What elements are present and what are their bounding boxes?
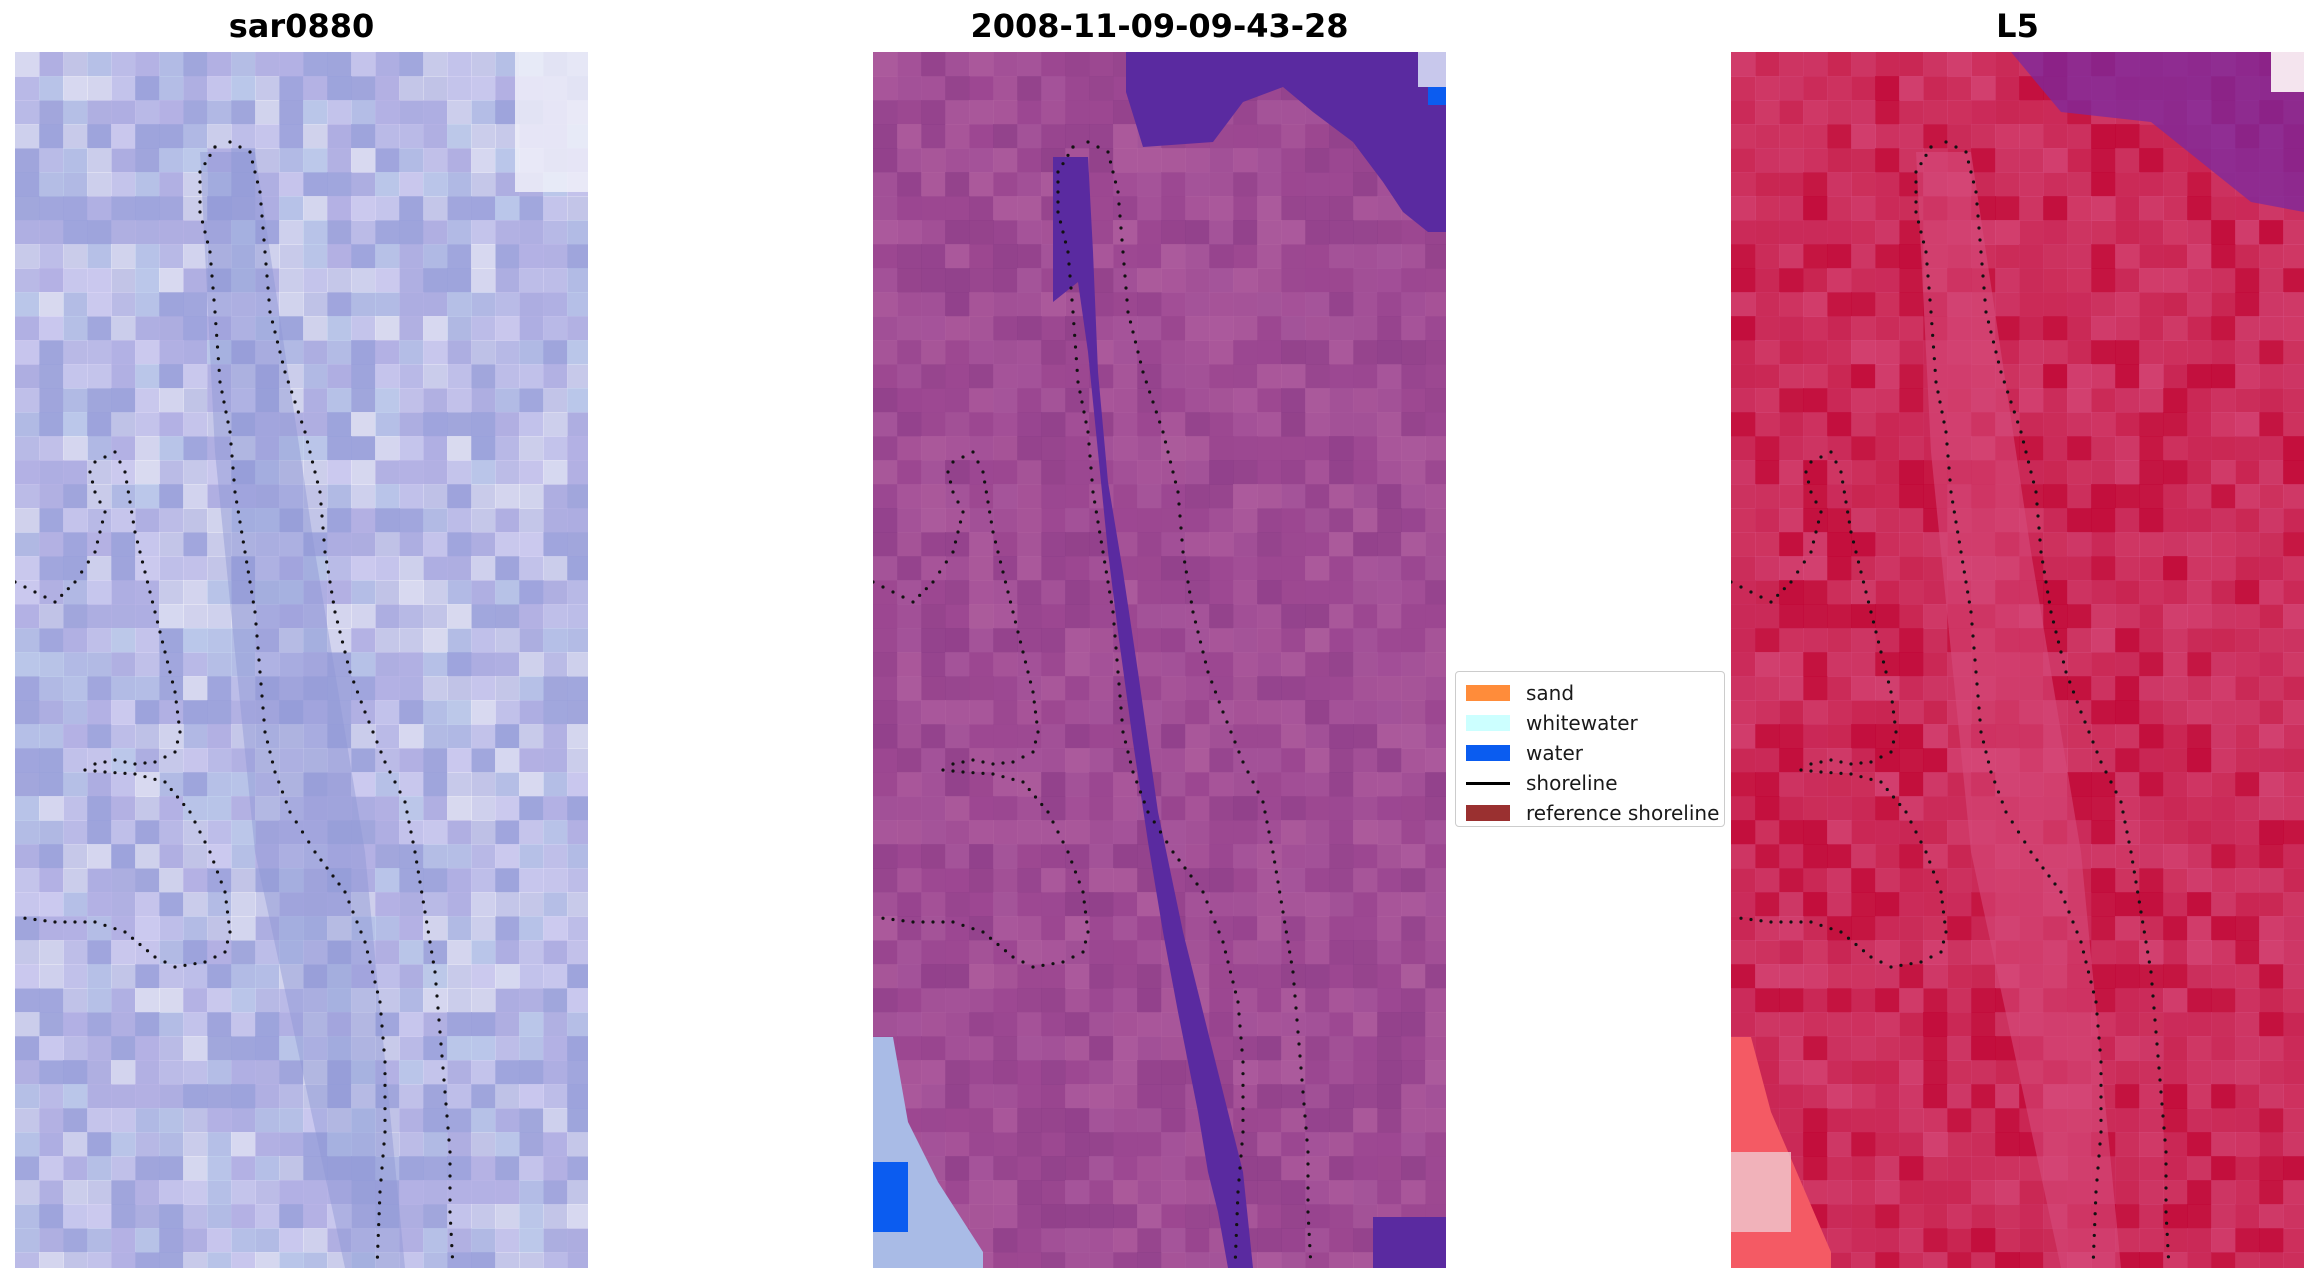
- legend: sand whitewater water shoreline referenc…: [1455, 671, 1725, 827]
- legend-label-shoreline: shoreline: [1526, 771, 1618, 795]
- legend-label-whitewater: whitewater: [1526, 711, 1638, 735]
- panel-title-l5: L5: [1996, 7, 2039, 45]
- legend-item-whitewater: whitewater: [1466, 708, 1714, 738]
- rgb-image: [15, 52, 588, 1268]
- water-swatch: [1466, 745, 1510, 761]
- shoreline-line-sample: [1466, 781, 1510, 785]
- reference-shoreline-swatch: [1466, 805, 1510, 821]
- legend-item-reference-shoreline: reference shoreline: [1466, 798, 1719, 828]
- rgb-image-panel: [15, 52, 588, 1268]
- whitewater-swatch: [1466, 715, 1510, 731]
- index-image: [1731, 52, 2304, 1268]
- legend-item-sand: sand: [1466, 678, 1714, 708]
- classification-image: [873, 52, 1446, 1268]
- classification-panel: [873, 52, 1446, 1268]
- index-image-panel: [1731, 52, 2304, 1268]
- panel-title-sar: sar0880: [228, 7, 375, 45]
- sand-swatch: [1466, 685, 1510, 701]
- legend-label-water: water: [1526, 741, 1583, 765]
- legend-label-sand: sand: [1526, 681, 1575, 705]
- legend-label-reference-shoreline: reference shoreline: [1526, 801, 1720, 825]
- legend-item-water: water: [1466, 738, 1714, 768]
- legend-item-shoreline: shoreline: [1466, 768, 1714, 798]
- panel-title-date: 2008-11-09-09-43-28: [970, 7, 1349, 45]
